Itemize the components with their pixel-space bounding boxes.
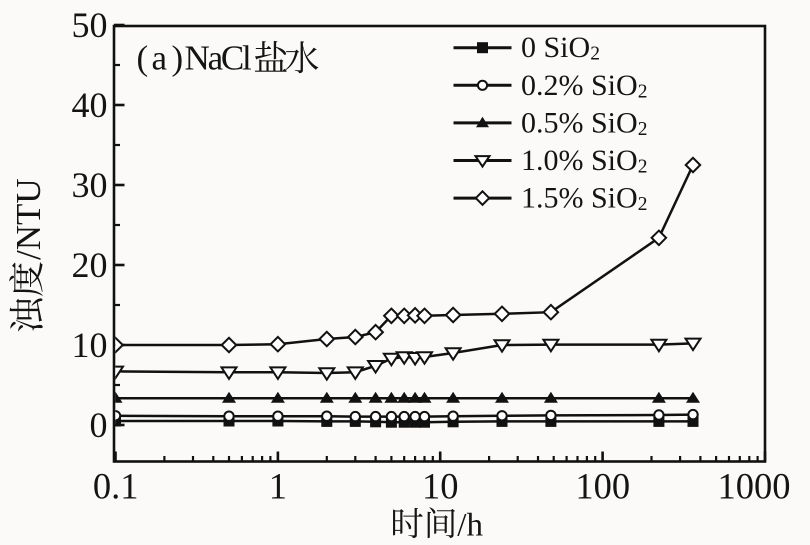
svg-text:1: 1 <box>269 466 287 507</box>
svg-text:1.0% SiO2: 1.0% SiO2 <box>521 144 647 178</box>
svg-text:10: 10 <box>422 466 459 507</box>
svg-text:0 SiO2: 0 SiO2 <box>521 31 600 64</box>
svg-text:10: 10 <box>72 325 108 365</box>
svg-text:40: 40 <box>72 85 108 125</box>
svg-text:0.1: 0.1 <box>93 466 139 507</box>
svg-text:(a)NaCl: (a)NaCl <box>137 39 253 78</box>
svg-text:/h: /h <box>457 508 483 544</box>
svg-text:/NTU: /NTU <box>9 178 48 260</box>
svg-text:0.2% SiO2: 0.2% SiO2 <box>521 69 647 103</box>
svg-text:0.5% SiO2: 0.5% SiO2 <box>521 106 647 140</box>
svg-text:20: 20 <box>72 245 108 285</box>
svg-text:1.5% SiO2: 1.5% SiO2 <box>521 182 647 216</box>
svg-text:30: 30 <box>72 165 108 205</box>
svg-text:0: 0 <box>90 405 108 445</box>
svg-text:100: 100 <box>575 466 630 507</box>
svg-text:1000: 1000 <box>718 466 791 507</box>
svg-text:50: 50 <box>72 5 108 45</box>
